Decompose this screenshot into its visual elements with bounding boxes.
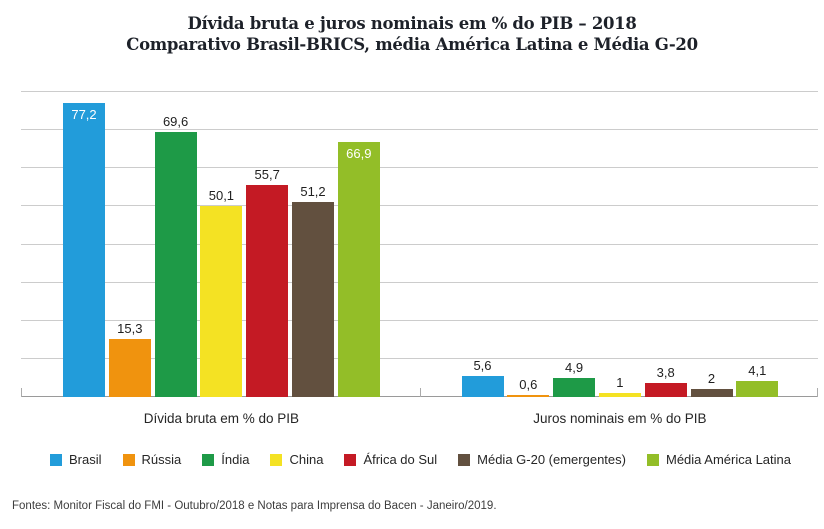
value-label-africa-do-sul-divida: 55,7 <box>254 166 280 182</box>
legend: Brasil Rússia Índia China África do Sul Média… <box>50 452 791 467</box>
value-label-media-america-latina-divida: 66,9 <box>346 145 372 161</box>
bar-china-divida <box>200 206 243 397</box>
legend-swatch-india <box>202 453 215 466</box>
axis-tick-2 <box>817 388 818 397</box>
legend-item-russia: Rússia <box>122 452 182 467</box>
chart-title-line2: Comparativo Brasil-BRICS, média América … <box>126 35 698 54</box>
bar-china-juros <box>598 393 641 397</box>
legend-item-india: Índia <box>202 452 249 467</box>
value-label-media-g-20-emergentes-divida: 51,2 <box>300 183 326 199</box>
gridline-70 <box>21 129 818 131</box>
legend-swatch-china <box>270 453 283 466</box>
axis-tick-1 <box>419 388 421 397</box>
bar-media-america-latina-juros <box>736 381 779 397</box>
bar-media-g-20-emergentes-juros <box>690 389 733 397</box>
value-label-media-g-20-emergentes-juros: 2 <box>707 371 716 387</box>
legend-swatch-media-america-latina <box>646 453 659 466</box>
legend-swatch-media-g-20-emergentes <box>458 453 471 466</box>
legend-swatch-africa-do-sul <box>344 453 357 466</box>
bar-russia-juros <box>507 394 550 397</box>
gridline-60 <box>21 167 818 169</box>
legend-swatch-russia <box>122 453 135 466</box>
legend-label-media-g-20-emergentes: Média G-20 (emergentes) <box>477 452 626 467</box>
gridline-30 <box>21 281 818 283</box>
gridline-80 <box>21 91 818 92</box>
source-note: Fontes: Monitor Fiscal do FMI - Outubro/… <box>12 500 497 512</box>
value-label-china-divida: 50,1 <box>208 187 235 203</box>
legend-item-media-g-20-emergentes: Média G-20 (emergentes) <box>458 452 626 467</box>
value-label-russia-juros: 0,6 <box>519 376 538 392</box>
legend-item-media-america-latina: Média América Latina <box>646 452 791 467</box>
chart-title-line1: Dívida bruta e juros nominais em % do PI… <box>187 14 637 33</box>
legend-label-africa-do-sul: África do Sul <box>363 452 438 467</box>
gridline-10 <box>21 357 818 359</box>
value-label-india-divida: 69,6 <box>162 113 189 129</box>
legend-label-india: Índia <box>221 452 250 467</box>
value-label-russia-divida: 15,3 <box>117 320 143 336</box>
value-label-media-america-latina-juros: 4,1 <box>748 363 767 379</box>
category-label-divida-bruta: Dívida bruta em % do PIB <box>143 411 300 426</box>
bar-africa-do-sul-juros <box>644 382 687 397</box>
plot-area: 77,2 15,3 69,6 50,1 55,7 51,2 66,9 Dívida bruta… <box>21 91 818 426</box>
bar-russia-divida <box>108 338 151 397</box>
bar-brasil-juros <box>461 375 504 397</box>
legend-label-russia: Rússia <box>141 452 182 467</box>
legend-label-brasil: Brasil <box>69 452 102 467</box>
legend-label-china: China <box>289 452 324 467</box>
value-label-india-juros: 4,9 <box>565 360 584 376</box>
bar-media-america-latina-divida <box>337 141 380 397</box>
legend-item-china: China <box>270 452 323 467</box>
gridline-50 <box>21 205 818 207</box>
gridline-40 <box>21 243 818 245</box>
legend-swatch-brasil <box>50 453 62 466</box>
bar-india-juros <box>553 378 596 397</box>
bar-media-g-20-emergentes-divida <box>292 201 334 397</box>
axis-tick-0 <box>21 388 22 397</box>
value-label-china-juros: 1 <box>616 375 624 391</box>
value-label-africa-do-sul-juros: 3,8 <box>656 364 675 380</box>
value-label-brasil-juros: 5,6 <box>473 357 492 373</box>
bar-africa-do-sul-divida <box>246 184 289 397</box>
legend-item-brasil: Brasil <box>50 452 102 467</box>
category-label-juros-nominais: Juros nominais em % do PIB <box>533 411 707 426</box>
value-label-brasil-divida: 77,2 <box>71 106 97 122</box>
bar-india-divida <box>154 131 197 397</box>
bar-brasil-divida <box>63 102 105 397</box>
legend-item-africa-do-sul: África do Sul <box>344 452 437 467</box>
gridline-20 <box>21 319 818 321</box>
legend-label-media-america-latina: Média América Latina <box>665 452 791 467</box>
chart-title: Dívida bruta e juros nominais em % do PI… <box>0 13 824 55</box>
